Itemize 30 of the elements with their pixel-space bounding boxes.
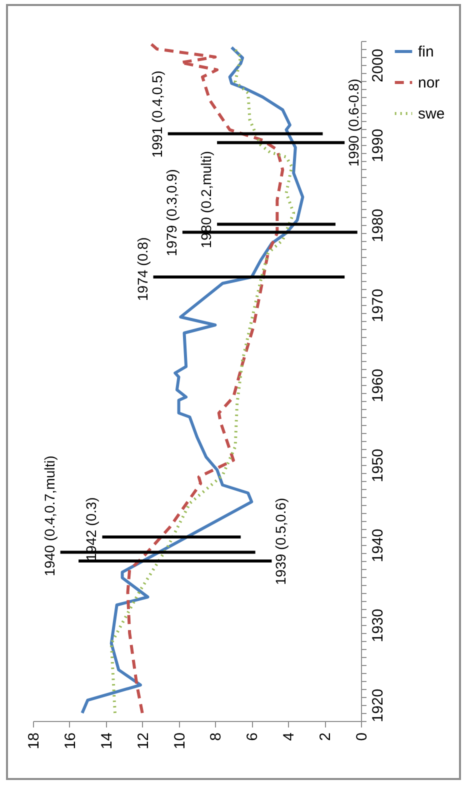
x-tick-label: 6 bbox=[244, 732, 262, 741]
x-tick-label: 16 bbox=[62, 732, 79, 750]
legend-label: fin bbox=[418, 44, 434, 60]
x-tick-label: 8 bbox=[208, 732, 225, 741]
annotation: 1979 (0.3,0.9) bbox=[163, 169, 180, 256]
legend-label: nor bbox=[418, 74, 440, 92]
annotation: 1980 (0.2,multi) bbox=[198, 150, 214, 248]
line-series bbox=[80, 46, 304, 714]
annotation: 1974 (0.8) bbox=[134, 237, 150, 301]
x-tick-label: 2 bbox=[317, 732, 334, 741]
y-tick-label: 1920 bbox=[370, 688, 386, 722]
annotation: 1940 (0.4,0.7,multi) bbox=[41, 456, 58, 576]
y-tick-label: 2000 bbox=[370, 48, 386, 82]
y-tick-label: 1980 bbox=[370, 208, 386, 242]
x-tick-label: 12 bbox=[134, 732, 152, 750]
annotation: 1991 (0.4,0.5) bbox=[148, 70, 165, 158]
annotation: 1939 (0.5,0.6) bbox=[272, 498, 289, 585]
x-tick-label: 14 bbox=[98, 732, 116, 750]
y-tick-label: 1940 bbox=[370, 528, 386, 562]
x-tick-label: 18 bbox=[26, 732, 42, 750]
y-tick-label: 1990 bbox=[370, 128, 386, 162]
annotation: 1990 (0.6-0.8) bbox=[346, 78, 362, 167]
y-tick-label: 1970 bbox=[370, 288, 386, 322]
x-tick-label: 4 bbox=[280, 732, 298, 741]
y-tick-label: 1960 bbox=[370, 368, 386, 402]
y-tick-label: 1930 bbox=[370, 608, 386, 642]
x-tick-label: 10 bbox=[171, 732, 188, 750]
legend-label: swe bbox=[418, 106, 445, 122]
y-tick-label: 1950 bbox=[370, 448, 386, 482]
x-tick-label: 0 bbox=[354, 732, 370, 741]
